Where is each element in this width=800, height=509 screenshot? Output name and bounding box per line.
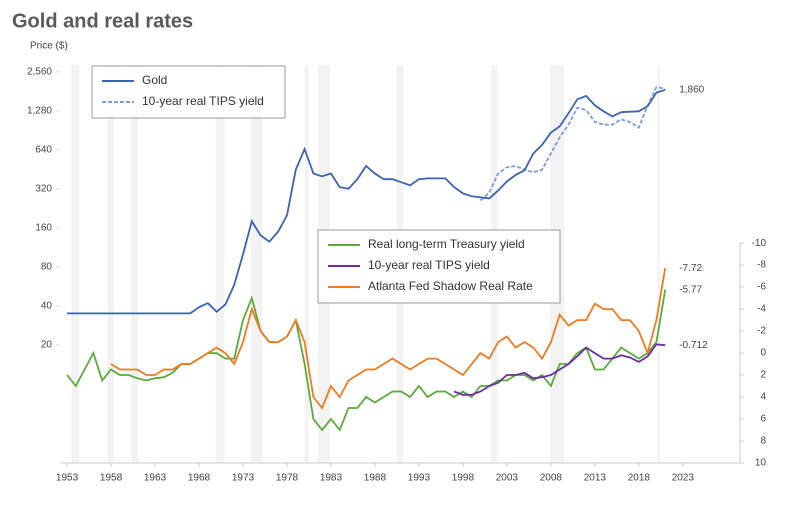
recession-band bbox=[131, 65, 139, 463]
y2-tick-label: 0 bbox=[760, 348, 766, 359]
y-tick-label: 160 bbox=[35, 222, 52, 233]
x-tick-label: 1993 bbox=[408, 473, 431, 484]
x-tick-label: 1968 bbox=[188, 473, 211, 484]
end-label: 1,860 bbox=[679, 84, 704, 95]
end-label: -5.77 bbox=[679, 284, 702, 295]
x-tick-label: 1953 bbox=[56, 473, 79, 484]
y2-tick-label: 8 bbox=[760, 436, 766, 447]
legend-label: 10-year real TIPS yield bbox=[368, 258, 490, 272]
y2-tick-label: -2 bbox=[757, 326, 766, 337]
series-line bbox=[479, 86, 666, 202]
x-tick-label: 1963 bbox=[144, 473, 167, 484]
y2-tick-label: 10 bbox=[755, 458, 767, 469]
y-axis-label: Price ($) bbox=[30, 41, 68, 52]
y2-tick-label: 2 bbox=[760, 370, 766, 381]
y-tick-label: 20 bbox=[41, 339, 53, 350]
legend-label: Real long-term Treasury yield bbox=[368, 237, 525, 251]
x-tick-label: 1958 bbox=[100, 473, 123, 484]
legend-label: Atlanta Fed Shadow Real Rate bbox=[368, 279, 533, 293]
y-tick-label: 320 bbox=[35, 183, 52, 194]
y-tick-label: 2,560 bbox=[27, 66, 52, 77]
recession-band bbox=[250, 65, 263, 463]
x-tick-label: 2013 bbox=[584, 473, 607, 484]
chart-title: Gold and real rates bbox=[12, 10, 193, 32]
x-tick-label: 2008 bbox=[540, 473, 563, 484]
series-line bbox=[67, 88, 666, 315]
series-line bbox=[110, 268, 667, 410]
legend-box bbox=[91, 65, 286, 119]
y2-tick-label: -6 bbox=[757, 282, 766, 293]
x-tick-label: 2023 bbox=[672, 473, 695, 484]
x-tick-label: 2018 bbox=[628, 473, 651, 484]
x-tick-label: 2003 bbox=[496, 473, 519, 484]
x-tick-label: 1998 bbox=[452, 473, 475, 484]
legend-label: 10-year real TIPS yield bbox=[142, 94, 264, 108]
recession-band bbox=[657, 65, 660, 463]
y-tick-label: 80 bbox=[41, 261, 53, 272]
y-tick-label: 640 bbox=[35, 144, 52, 155]
x-tick-label: 1983 bbox=[320, 473, 343, 484]
y-tick-label: 1,280 bbox=[27, 105, 52, 116]
y2-tick-label: -8 bbox=[757, 260, 766, 271]
end-label: -0.712 bbox=[679, 340, 708, 351]
x-tick-label: 1973 bbox=[232, 473, 255, 484]
legend-label: Gold bbox=[142, 73, 167, 87]
recession-band bbox=[107, 65, 114, 463]
x-tick-label: 1978 bbox=[276, 473, 299, 484]
y2-tick-label: -4 bbox=[757, 304, 766, 315]
series-line bbox=[453, 343, 666, 396]
y-tick-label: 40 bbox=[41, 300, 53, 311]
end-label: -7.72 bbox=[679, 263, 702, 274]
recession-band bbox=[304, 65, 309, 463]
series-line bbox=[66, 289, 667, 432]
y2-tick-label: 6 bbox=[760, 414, 766, 425]
x-tick-label: 1988 bbox=[364, 473, 387, 484]
y2-tick-label: 4 bbox=[760, 392, 766, 403]
y2-tick-label: -10 bbox=[752, 238, 767, 249]
recession-band bbox=[71, 65, 80, 463]
recession-band bbox=[215, 65, 225, 463]
